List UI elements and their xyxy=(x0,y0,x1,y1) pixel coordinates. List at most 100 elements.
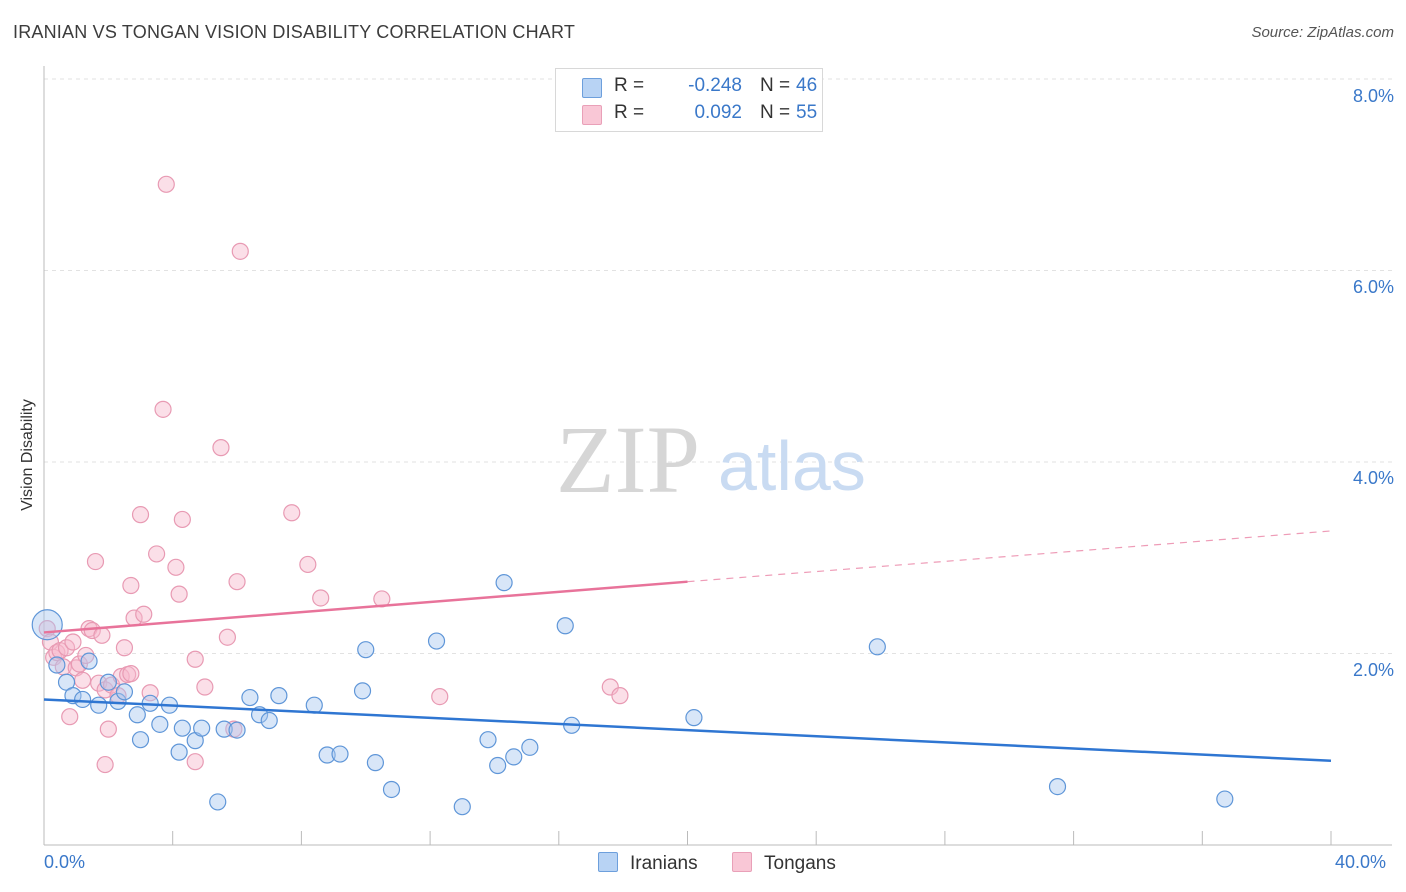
iranian-point xyxy=(353,682,372,700)
iranian-point xyxy=(305,696,323,714)
tongan-point xyxy=(148,545,166,563)
correlation-legend: R = -0.248 N = 46 R = 0.092 N = 55 xyxy=(555,68,823,132)
tongan-point xyxy=(122,665,140,683)
tongan-point xyxy=(170,585,188,603)
iranian-point xyxy=(366,754,385,772)
iranian-point xyxy=(173,719,191,737)
iranian-point xyxy=(31,609,63,641)
trend-lines xyxy=(43,530,1332,762)
tongan-point xyxy=(167,558,185,576)
tongan-point xyxy=(283,504,301,522)
tongan-point xyxy=(115,639,134,657)
tongans-legend-swatch xyxy=(732,852,752,872)
iranian-point xyxy=(48,656,66,674)
tongans-swatch xyxy=(582,105,602,125)
iranian-point xyxy=(209,793,227,811)
iranian-point xyxy=(128,706,146,724)
iranians-swatch xyxy=(582,78,602,98)
r-label: R = xyxy=(614,102,645,123)
iranian-point xyxy=(115,683,134,701)
iranian-point xyxy=(556,617,574,635)
iranian-point xyxy=(1048,777,1067,796)
iranian-point xyxy=(80,652,98,670)
n-value: 46 xyxy=(796,75,818,96)
tongan-point xyxy=(70,655,88,673)
tongan-point xyxy=(611,687,629,705)
tongan-point xyxy=(231,242,249,260)
r-value: -0.248 xyxy=(688,75,742,96)
tongan-point xyxy=(154,400,172,418)
r-label: R = xyxy=(614,75,645,96)
y-tick-2: 2.0% xyxy=(1352,660,1394,680)
tongan-point xyxy=(173,510,191,529)
iranian-point xyxy=(318,746,336,764)
iranian-point xyxy=(489,756,507,775)
n-label: N = xyxy=(760,75,791,96)
iranian-point xyxy=(74,690,92,709)
tongan-point xyxy=(601,678,619,696)
tongan-point xyxy=(99,720,117,738)
legend-item-tongans: Tongans xyxy=(732,852,836,875)
tongan-point xyxy=(135,605,153,623)
tongan-point xyxy=(212,439,230,457)
iranian-point xyxy=(685,709,703,727)
y-tick-8: 8.0% xyxy=(1352,86,1394,106)
tongan-point xyxy=(312,589,330,607)
tongan-point xyxy=(299,555,317,574)
tongan-point xyxy=(83,621,101,640)
tongan-point xyxy=(196,678,214,696)
tongan-point xyxy=(186,753,204,771)
iranian-point xyxy=(479,731,497,749)
tongan-point xyxy=(186,650,204,668)
iranian-point xyxy=(453,798,471,816)
tongan-point xyxy=(157,175,175,193)
tongan-point xyxy=(74,671,92,689)
chart-title: IRANIAN VS TONGAN VISION DISABILITY CORR… xyxy=(13,22,576,42)
tongan-point xyxy=(96,755,114,774)
watermark-atlas: atlas xyxy=(718,427,866,505)
iranians-trend-line xyxy=(43,698,1332,762)
iranian-point xyxy=(228,721,246,739)
tongan-point xyxy=(218,628,236,646)
tongan-point xyxy=(86,552,105,571)
iranian-point xyxy=(131,731,150,749)
iranian-point xyxy=(331,745,349,763)
tongans-points xyxy=(38,175,629,774)
iranian-point xyxy=(382,780,401,799)
watermark-zip: ZIP xyxy=(556,406,700,513)
axes xyxy=(43,66,1392,846)
iranian-point xyxy=(215,720,233,738)
legend-item-iranians: Iranians xyxy=(598,852,698,875)
watermark: ZIP atlas xyxy=(556,406,866,513)
iranian-point xyxy=(90,696,108,714)
tongan-point xyxy=(61,708,79,726)
iranian-point xyxy=(357,641,375,659)
iranian-point xyxy=(151,715,169,733)
r-value: 0.092 xyxy=(694,102,742,123)
iranian-point xyxy=(241,688,259,707)
tongan-point xyxy=(228,573,246,591)
x-tick-min: 0.0% xyxy=(44,852,86,872)
iranians-legend-swatch xyxy=(598,852,618,872)
y-tick-6: 6.0% xyxy=(1352,277,1394,297)
iranian-point xyxy=(270,687,288,705)
tongan-point xyxy=(64,633,82,651)
iranian-point xyxy=(505,748,523,766)
tongan-point xyxy=(57,639,76,657)
n-label: N = xyxy=(760,102,791,123)
tongans-legend-label: Tongans xyxy=(764,853,836,874)
n-value: 55 xyxy=(796,102,818,123)
y-tick-4: 4.0% xyxy=(1352,468,1394,488)
iranian-point xyxy=(170,743,188,761)
iranian-point xyxy=(193,719,211,737)
x-tick-max: 40.0% xyxy=(1335,852,1387,872)
tongan-point xyxy=(122,576,140,595)
iranian-point xyxy=(427,632,446,650)
tongans-trend-projection xyxy=(687,530,1332,583)
iranians-points xyxy=(31,574,1234,816)
tongan-point xyxy=(131,506,150,524)
iranian-point xyxy=(99,673,117,691)
iranian-point xyxy=(260,711,278,730)
tongan-point xyxy=(431,687,449,706)
